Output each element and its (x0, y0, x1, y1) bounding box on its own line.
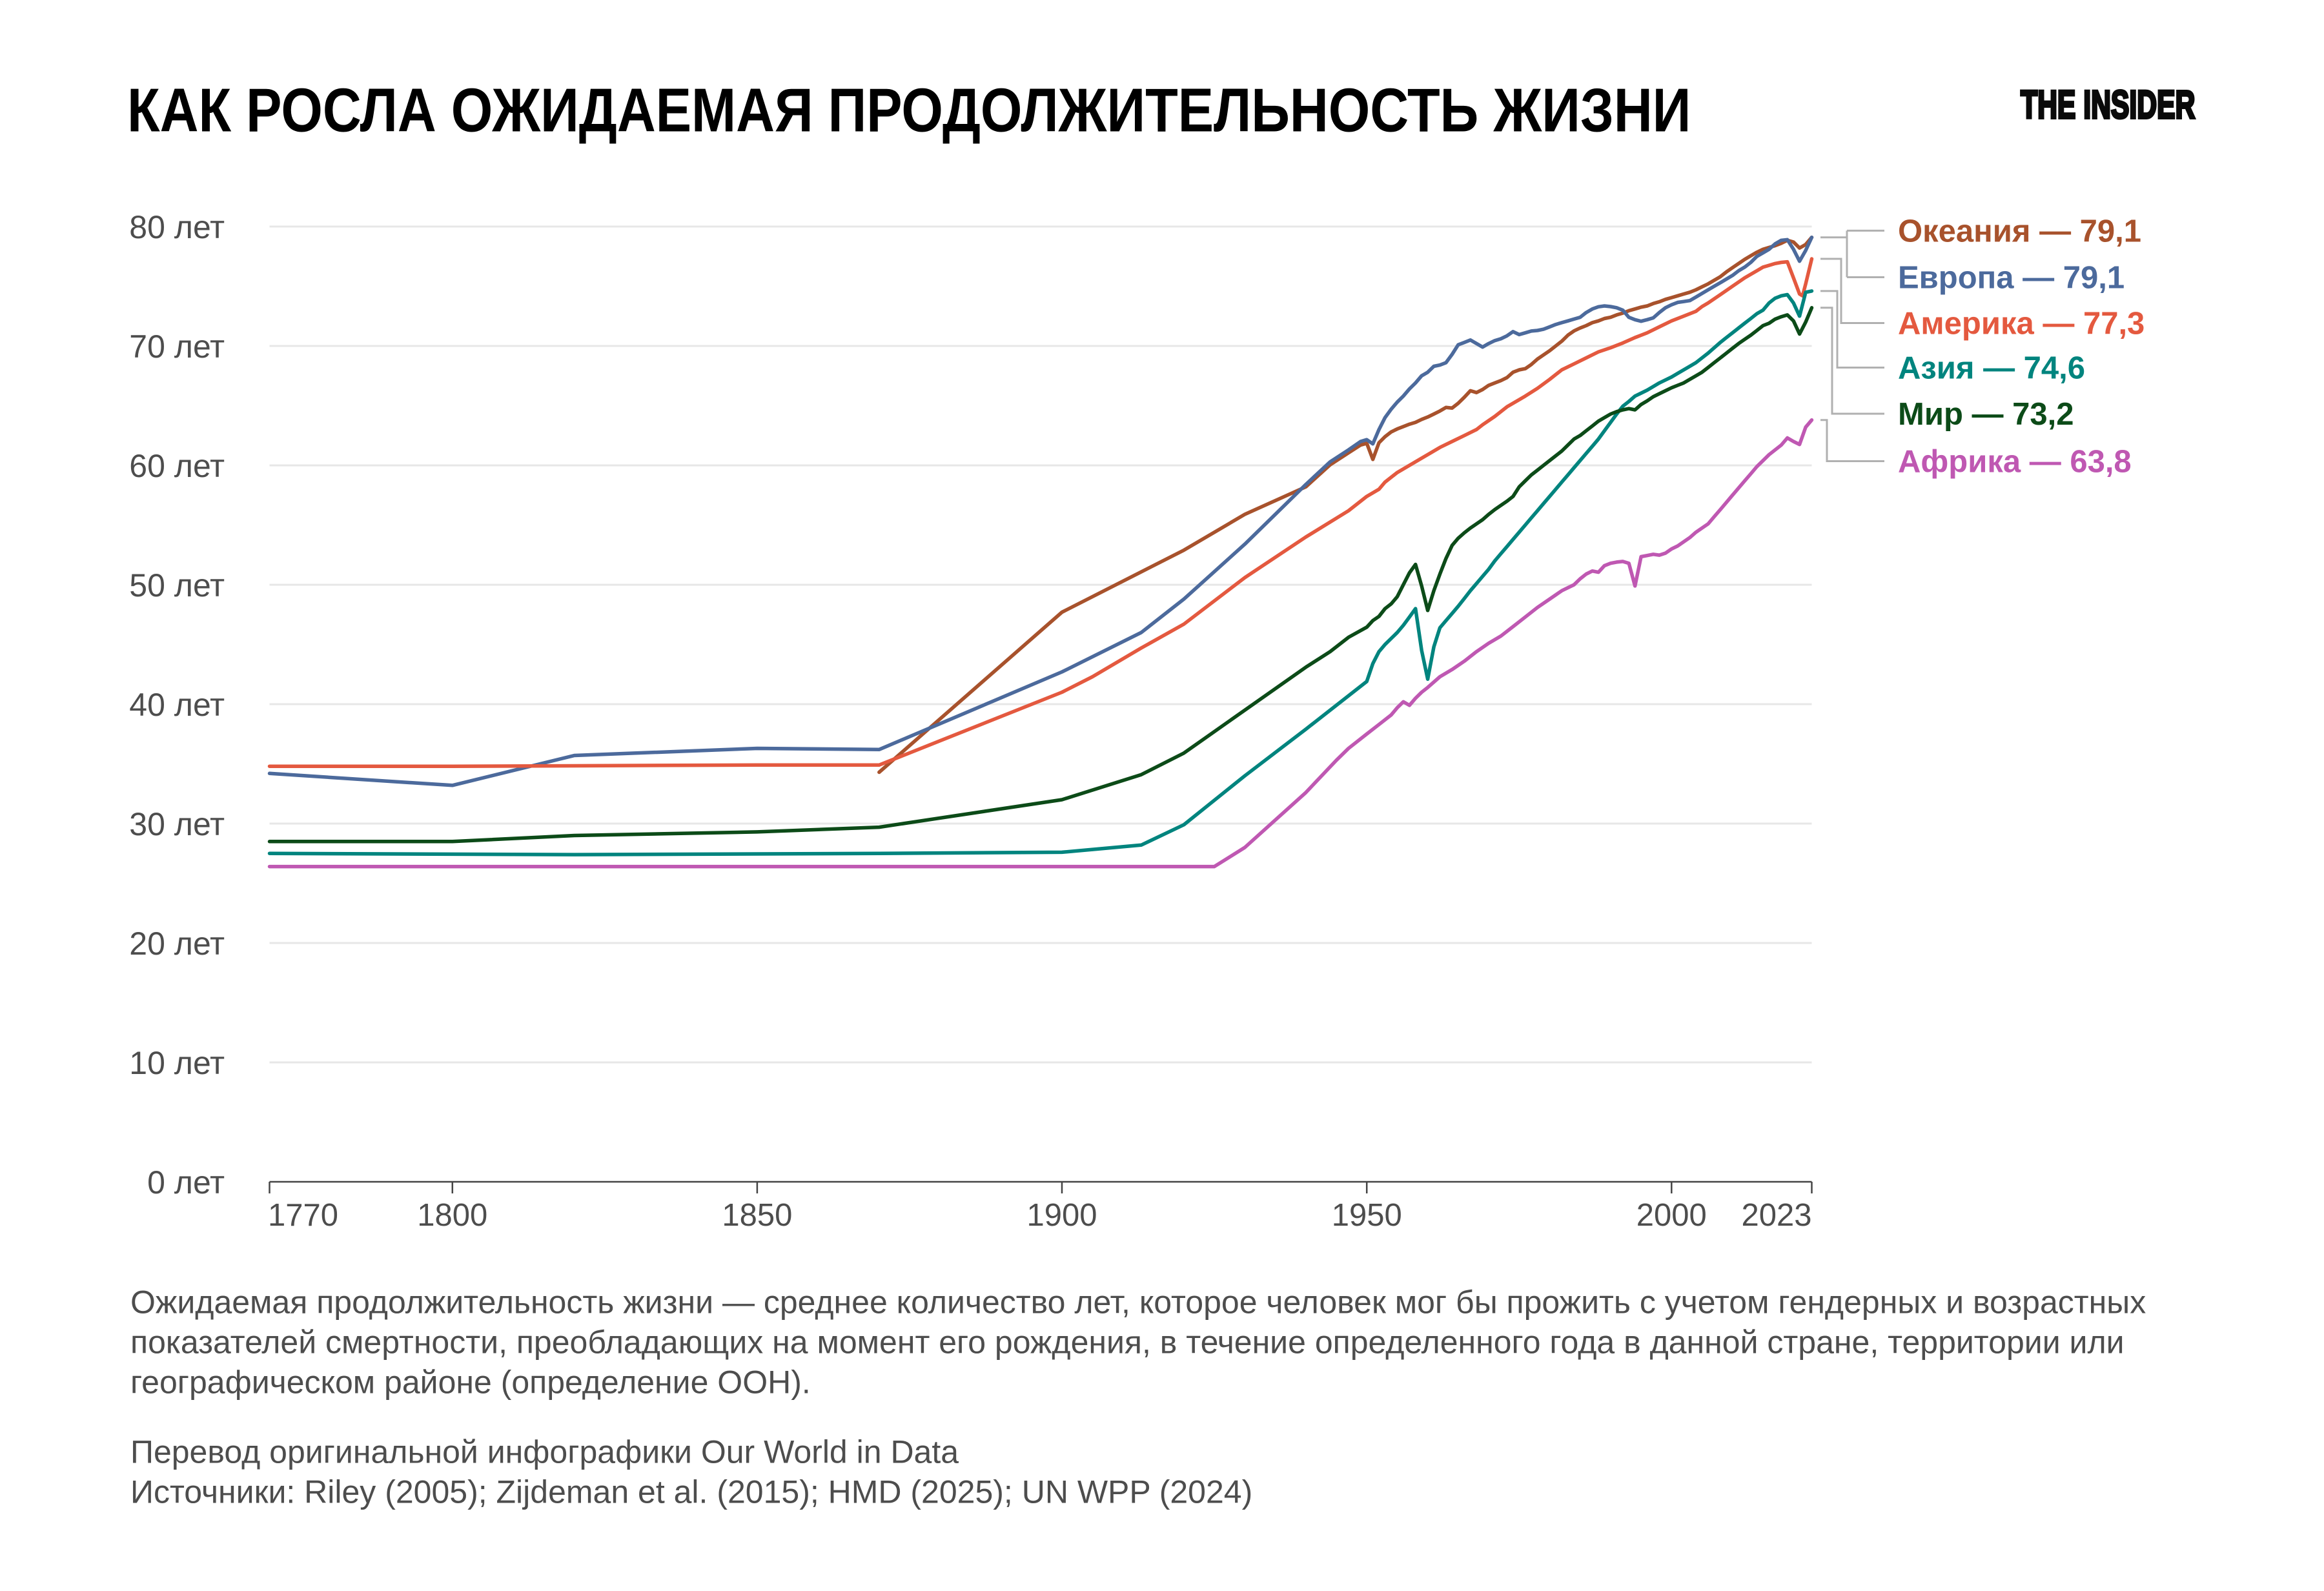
svg-text:2023: 2023 (1741, 1198, 1811, 1233)
svg-text:географическом районе (определ: географическом районе (определение ООН). (130, 1364, 811, 1401)
svg-text:40 лет: 40 лет (129, 687, 225, 723)
svg-text:1900: 1900 (1026, 1198, 1097, 1233)
svg-text:Перевод оригинальной инфографи: Перевод оригинальной инфографики Our Wor… (130, 1434, 959, 1470)
svg-text:Мир — 73,2: Мир — 73,2 (1898, 397, 2074, 432)
svg-text:показателей смертности, преобл: показателей смертности, преобладающих на… (130, 1324, 2125, 1361)
svg-text:2000: 2000 (1636, 1198, 1707, 1233)
svg-text:1850: 1850 (722, 1198, 792, 1233)
svg-text:10 лет: 10 лет (129, 1045, 225, 1081)
svg-text:Океания — 79,1: Океания — 79,1 (1898, 214, 2141, 248)
svg-text:1770: 1770 (268, 1198, 338, 1233)
svg-text:80 лет: 80 лет (129, 209, 225, 245)
svg-text:1950: 1950 (1332, 1198, 1402, 1233)
svg-text:30 лет: 30 лет (129, 806, 225, 842)
svg-text:КАК РОСЛА ОЖИДАЕМАЯ ПРОДОЛЖИТЕ: КАК РОСЛА ОЖИДАЕМАЯ ПРОДОЛЖИТЕЛЬНОСТЬ ЖИ… (127, 76, 1691, 145)
svg-text:1800: 1800 (417, 1198, 487, 1233)
svg-text:THE INSIDER: THE INSIDER (2021, 83, 2195, 127)
svg-text:0 лет: 0 лет (147, 1164, 225, 1201)
svg-text:Америка — 77,3: Америка — 77,3 (1898, 306, 2145, 341)
svg-text:50 лет: 50 лет (129, 567, 225, 603)
svg-text:Источники: Riley (2005); Zijde: Источники: Riley (2005); Zijdeman et al.… (130, 1474, 1252, 1510)
svg-text:60 лет: 60 лет (129, 448, 225, 484)
svg-text:Африка — 63,8: Африка — 63,8 (1898, 444, 2132, 479)
svg-text:20 лет: 20 лет (129, 926, 225, 962)
svg-text:Азия — 74,6: Азия — 74,6 (1898, 350, 2085, 385)
svg-text:Европа — 79,1: Европа — 79,1 (1898, 260, 2125, 295)
svg-text:70 лет: 70 лет (129, 329, 225, 365)
svg-text:Ожидаемая продолжительность жи: Ожидаемая продолжительность жизни — сред… (130, 1284, 2146, 1321)
